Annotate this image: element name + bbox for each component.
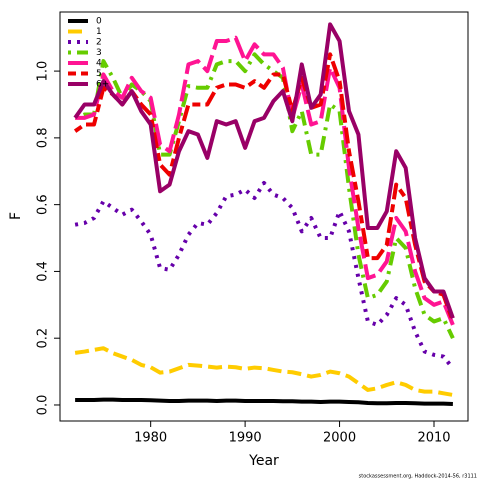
legend-label: 1 [96, 27, 102, 37]
legend-label: 4 [96, 59, 102, 69]
legend-label: 0 [96, 17, 102, 27]
series-line [74, 180, 455, 370]
legend-label: 6+ [96, 80, 109, 90]
x-tick-label: 2000 [323, 431, 356, 446]
y-axis-label: F [8, 212, 24, 220]
legend-label: 2 [96, 38, 102, 48]
series-line [75, 397, 453, 406]
y-tick-label: 0.6 [36, 194, 51, 215]
y-tick-label: 0.2 [36, 328, 51, 349]
footnote: stockassessment.org, Haddock-2014-56, r3… [359, 474, 477, 480]
series-line [73, 22, 455, 319]
legend-label: 5 [96, 69, 102, 79]
series-line [75, 35, 455, 326]
y-tick-label: 1.0 [36, 61, 51, 82]
x-axis-label: Year [248, 453, 279, 469]
y-tick-label: 0.0 [36, 395, 51, 416]
plot-frame [59, 11, 469, 422]
y-tick-label: 0.4 [36, 261, 51, 282]
x-tick-label: 1990 [229, 431, 262, 446]
series-line [73, 52, 455, 323]
series-line [74, 346, 454, 397]
y-tick-label: 0.8 [36, 128, 51, 149]
legend-label: 3 [96, 48, 102, 58]
x-tick-label: 2010 [417, 431, 450, 446]
x-tick-label: 1980 [134, 431, 167, 446]
